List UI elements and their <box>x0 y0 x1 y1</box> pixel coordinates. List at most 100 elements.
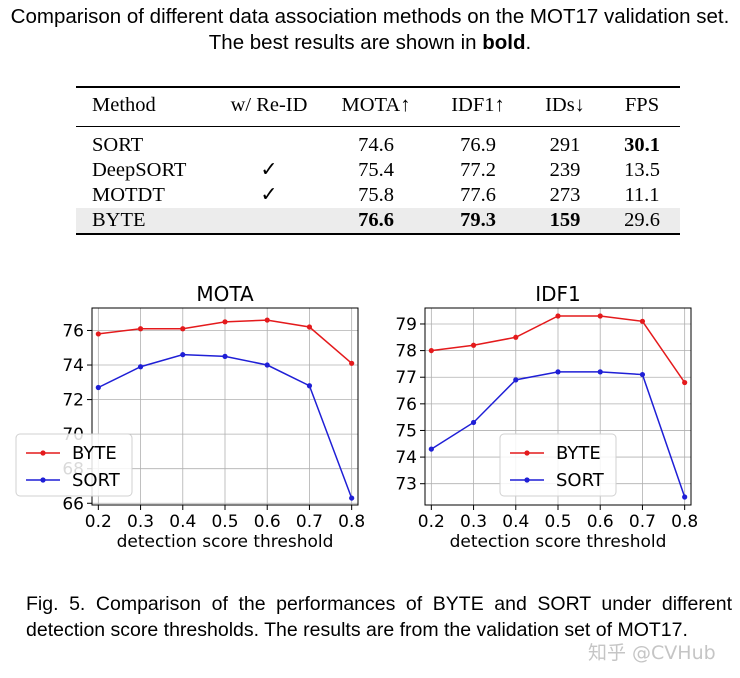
legend-marker-byte <box>40 450 46 456</box>
x-tick-label: 0.7 <box>629 512 656 532</box>
data-point-byte <box>428 347 434 354</box>
cell-ids: 159 <box>526 208 604 235</box>
y-tick-label: 72 <box>62 391 84 411</box>
table-row: MOTDT ✓ 75.8 77.6 273 11.1 <box>76 183 680 208</box>
data-point-byte <box>470 342 477 348</box>
cell-method: BYTE <box>76 208 216 235</box>
x-tick-label: 0.7 <box>296 512 323 532</box>
chart-title: IDF1 <box>535 282 581 306</box>
cell-ids: 239 <box>549 159 581 181</box>
x-tick-label: 0.8 <box>338 512 365 532</box>
data-point-byte <box>264 317 270 323</box>
legend-label-sort: SORT <box>556 470 605 491</box>
x-tick-label: 0.3 <box>127 512 154 532</box>
header-idf1: IDF1↑ <box>430 86 526 127</box>
cell-mota: 75.4 <box>358 159 394 181</box>
table-row: SORT 74.6 76.9 291 30.1 <box>76 127 680 159</box>
data-point-byte <box>682 379 688 386</box>
cell-reid: ✓ <box>260 184 278 206</box>
y-tick-label: 78 <box>395 342 417 362</box>
cell-reid: ✓ <box>260 159 278 181</box>
cell-idf1: 76.9 <box>460 134 496 156</box>
data-point-byte <box>95 331 101 337</box>
data-point-sort <box>428 446 434 452</box>
cell-method: SORT <box>92 134 144 156</box>
x-axis-label: detection score threshold <box>450 532 667 552</box>
idf1-chart: 0.2 0.3 0.4 0.5 0.6 0.7 0.8 73 74 75 76 77 78 79 IDF1 d… <box>395 282 698 552</box>
data-point-sort <box>180 352 186 358</box>
legend-label-sort: SORT <box>72 470 121 491</box>
data-point-sort <box>95 384 101 391</box>
cell-fps: 11.1 <box>624 184 660 206</box>
x-tick-label: 0.2 <box>418 512 445 532</box>
legend-marker-sort <box>40 477 46 483</box>
data-point-byte <box>597 313 603 319</box>
figure-caption: Fig. 5. Comparison of the performances o… <box>26 593 732 641</box>
x-tick-label: 0.2 <box>85 512 112 532</box>
cell-fps: 30.1 <box>624 134 660 156</box>
data-point-byte <box>306 324 313 330</box>
data-point-sort <box>264 362 270 368</box>
chart-title: MOTA <box>196 282 254 306</box>
x-tick-label: 0.6 <box>254 512 281 532</box>
data-point-sort <box>682 494 688 500</box>
data-point-sort <box>137 364 144 370</box>
cell-mota: 76.6 <box>322 208 430 235</box>
data-point-sort <box>513 377 519 383</box>
y-tick-label: 66 <box>62 494 84 514</box>
cell-idf1: 79.3 <box>430 208 526 235</box>
data-point-byte <box>513 334 519 340</box>
table-caption-period: . <box>525 31 532 54</box>
data-point-byte <box>222 319 228 325</box>
header-ids: IDs↓ <box>526 86 604 127</box>
data-point-sort <box>639 371 646 378</box>
legend-marker-sort <box>524 477 530 483</box>
x-tick-label: 0.5 <box>544 512 571 532</box>
table-caption: Comparison of different data association… <box>0 4 740 56</box>
data-point-sort <box>597 369 603 375</box>
header-reid: w/ Re-ID <box>216 86 322 127</box>
table-caption-bold-word: bold <box>482 31 526 54</box>
x-tick-label: 0.4 <box>169 512 196 532</box>
results-table: Method w/ Re-ID MOTA↑ IDF1↑ IDs↓ FPS SOR… <box>76 86 680 235</box>
cell-idf1: 77.2 <box>460 159 496 181</box>
cell-reid <box>216 127 322 159</box>
cell-mota: 74.6 <box>358 134 394 156</box>
header-fps: FPS <box>604 86 680 127</box>
cell-reid <box>216 208 322 235</box>
y-tick-label: 76 <box>395 395 417 415</box>
x-axis-label: detection score threshold <box>117 532 334 552</box>
x-tick-label: 0.3 <box>460 512 487 532</box>
cell-fps: 29.6 <box>604 208 680 235</box>
data-point-byte <box>137 326 144 332</box>
table-caption-text: Comparison of different data association… <box>10 5 730 54</box>
cell-ids: 273 <box>549 184 581 206</box>
cell-method: DeepSORT <box>92 159 187 181</box>
x-tick-label: 0.5 <box>211 512 238 532</box>
legend-label-byte: BYTE <box>72 443 117 464</box>
table-row-highlighted: BYTE 76.6 79.3 159 29.6 <box>76 208 680 235</box>
data-point-sort <box>306 383 313 389</box>
y-tick-label: 79 <box>395 315 417 335</box>
header-method: Method <box>76 86 216 127</box>
y-tick-label: 73 <box>395 475 417 495</box>
cell-mota: 75.8 <box>358 184 394 206</box>
cell-ids: 291 <box>549 134 581 156</box>
legend-marker-byte <box>524 450 530 456</box>
y-tick-label: 74 <box>62 356 84 376</box>
table-row: DeepSORT ✓ 75.4 77.2 239 13.5 <box>76 158 680 183</box>
table-header-row: Method w/ Re-ID MOTA↑ IDF1↑ IDs↓ FPS <box>76 86 680 127</box>
x-tick-label: 0.8 <box>671 512 698 532</box>
header-mota: MOTA↑ <box>322 86 430 127</box>
data-point-byte <box>555 313 561 319</box>
data-point-sort <box>222 353 228 359</box>
watermark: 知乎 @CVHub <box>588 642 716 664</box>
y-tick-label: 77 <box>395 368 417 388</box>
cell-method: MOTDT <box>92 184 165 206</box>
cell-fps: 13.5 <box>624 159 660 181</box>
y-tick-label: 76 <box>62 321 84 341</box>
data-point-sort <box>349 495 355 501</box>
x-tick-label: 0.6 <box>587 512 614 532</box>
y-tick-label: 75 <box>395 421 417 441</box>
x-tick-label: 0.4 <box>502 512 529 532</box>
